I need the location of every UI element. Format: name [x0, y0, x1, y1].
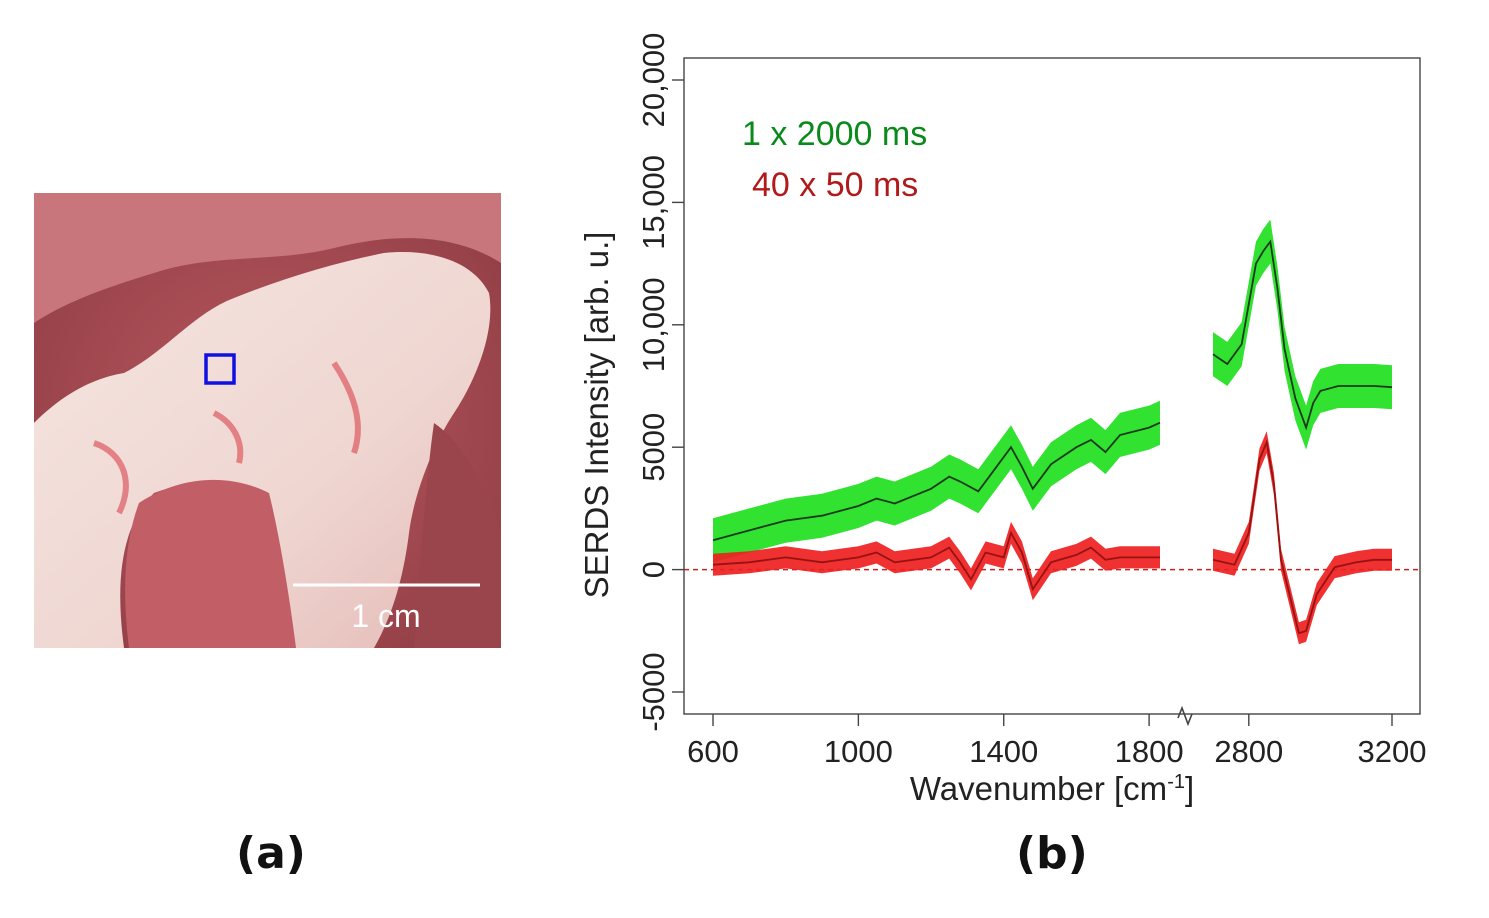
series-1-band-segment-2 [1213, 219, 1392, 450]
y-tick-label-5: 20,000 [636, 33, 671, 128]
series-1-mean-segment-2 [1212, 239, 1393, 431]
series-2-band-segment-2 [1213, 431, 1392, 645]
x-tick-label-0-0: 600 [687, 734, 739, 769]
y-tick-label-3: 10,000 [636, 277, 671, 372]
plot-area [684, 219, 1420, 645]
legend: 1 x 2000 ms 40 x 50 ms [742, 115, 927, 204]
sample-marker [204, 353, 236, 385]
tissue-photo: 1 cm [34, 193, 501, 648]
x-axis-break-mark [1177, 705, 1193, 727]
series-1-mean-segment-1 [712, 421, 1161, 542]
series-2-mean-segment-2 [1212, 439, 1392, 635]
x-tick-label-1-0: 2800 [1214, 734, 1283, 769]
y-tick-label-4: 15,000 [636, 155, 671, 250]
photo-right-dark [414, 423, 501, 648]
axes: -5000 0 5000 10,000 15,000 20,000 600 1000 1400 1… [636, 33, 1426, 769]
series-2-mean-segment-1 [712, 530, 1160, 592]
x-tick-label-0-2: 1400 [969, 734, 1038, 769]
x-tick-label-1-1: 3200 [1358, 734, 1427, 769]
legend-entry-2: 40 x 50 ms [752, 166, 918, 204]
y-tick-label-0: -5000 [636, 652, 671, 731]
y-tick-label-2: 5000 [636, 413, 671, 482]
y-axis-title: SERDS Intensity [arb. u.] [578, 232, 615, 599]
serds-chart: -5000 0 5000 10,000 15,000 20,000 600 1000 1400 1… [578, 33, 1426, 807]
x-tick-label-0-3: 1800 [1115, 734, 1184, 769]
x-axis-title: Wavenumber [cm-1] [910, 770, 1194, 807]
photo-red-streaks [92, 361, 361, 515]
x-axis-title-end: ] [1185, 770, 1194, 807]
scale-bar-label: 1 cm [351, 598, 420, 634]
plot-frame [683, 57, 1421, 715]
panel-b-label: (b) [1016, 828, 1088, 879]
x-axis-title-main: Wavenumber [cm [910, 770, 1167, 807]
y-tick-label-1: 0 [636, 561, 671, 578]
panel-a-label: (a) [236, 828, 306, 879]
x-tick-label-0-1: 1000 [824, 734, 893, 769]
photo-upper-tissue [34, 193, 501, 323]
photo-fat-region [34, 252, 491, 648]
x-axis-title-sup: -1 [1167, 771, 1185, 793]
legend-entry-1: 1 x 2000 ms [742, 115, 927, 153]
series-2-band-segment-1 [713, 521, 1160, 601]
photo-lower-tissue [125, 479, 296, 648]
series-1-band-segment-1 [713, 400, 1160, 563]
